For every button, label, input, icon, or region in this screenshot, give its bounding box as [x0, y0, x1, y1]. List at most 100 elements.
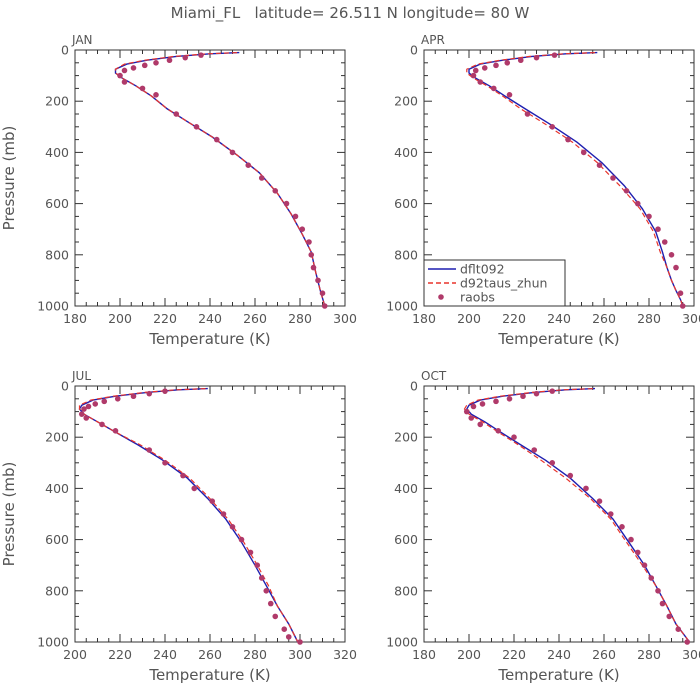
series-d92taus-zhun [78, 388, 299, 643]
x-tick-label: 180 [412, 647, 436, 662]
data-point [677, 290, 684, 297]
y-tick-label: 600 [394, 532, 418, 547]
data-point [272, 188, 279, 194]
data-point [319, 290, 326, 297]
data-point [146, 390, 153, 397]
series-d92taus-zhun [466, 52, 684, 307]
data-point [117, 72, 123, 79]
data-point [166, 57, 173, 64]
data-point [684, 639, 691, 645]
y-tick-label: 600 [45, 532, 69, 547]
series-line [465, 387, 691, 643]
panel-label: JAN [71, 33, 93, 47]
data-point [634, 200, 641, 207]
data-point [506, 92, 513, 98]
plot-frame [423, 385, 695, 643]
data-point [306, 239, 312, 245]
data-point [258, 175, 265, 181]
x-tick-label: 260 [592, 647, 616, 662]
data-point [641, 562, 648, 568]
data-point [299, 226, 306, 232]
data-point [565, 136, 571, 143]
panel-jul: 200 220 240 260 280 300 320 0 200 400 600 800 1000 JU… [0, 369, 357, 684]
data-point [83, 415, 90, 421]
y-tick-label: 0 [61, 379, 69, 394]
data-point [607, 511, 614, 517]
x-tick-label: 200 [63, 647, 87, 662]
data-point [524, 111, 531, 117]
y-tick-label: 0 [410, 43, 418, 58]
data-point [198, 52, 204, 58]
data-point [146, 447, 153, 453]
data-point [619, 524, 625, 530]
y-axis-label: Pressure (mb) [0, 462, 18, 567]
x-tick-label: 260 [198, 647, 222, 662]
data-point [623, 188, 630, 194]
series-raobs [78, 388, 303, 645]
data-point [112, 428, 119, 434]
data-point [468, 415, 475, 421]
data-point [220, 511, 227, 517]
data-point [130, 65, 137, 71]
data-point [267, 600, 274, 607]
data-point [493, 398, 499, 405]
data-point [511, 434, 517, 441]
data-point [495, 428, 502, 434]
x-tick-label: 300 [682, 647, 700, 662]
data-point [596, 498, 603, 505]
y-tick-label: 800 [45, 583, 69, 598]
x-tick-label: 260 [592, 311, 616, 326]
series-line [114, 52, 326, 307]
series-line [78, 387, 299, 643]
y-tick-label: 600 [394, 196, 418, 211]
series-line [78, 388, 299, 643]
panel-apr: 180 200 220 240 260 280 300 0 200 400 600 800 1000 AP… [386, 33, 700, 348]
data-point [121, 67, 128, 74]
series-dflt092 [465, 387, 691, 643]
data-point [281, 626, 288, 632]
data-point [655, 226, 661, 232]
data-point [549, 460, 556, 466]
data-point [263, 588, 270, 594]
data-point [114, 396, 121, 402]
data-point [292, 213, 299, 220]
data-point [101, 398, 108, 405]
data-point [479, 401, 486, 407]
data-point [463, 408, 470, 415]
data-point [92, 401, 99, 407]
series-d92taus-zhun [463, 388, 690, 643]
series-dflt092 [114, 51, 326, 307]
data-point [472, 67, 479, 74]
data-point [245, 162, 252, 168]
data-point [191, 485, 198, 492]
panel-oct: 180 200 220 240 260 280 300 0 200 400 600 800 1000 OC… [386, 369, 700, 684]
data-point [272, 613, 279, 620]
y-tick-label: 0 [410, 379, 418, 394]
series-d92taus-zhun [114, 52, 326, 307]
x-tick-label: 280 [288, 311, 312, 326]
data-point [247, 549, 254, 556]
data-point [182, 54, 189, 61]
data-point [297, 639, 303, 645]
x-tick-label: 280 [637, 647, 661, 662]
data-point [481, 65, 488, 71]
data-point [254, 562, 261, 568]
data-point [520, 393, 526, 400]
data-point [308, 252, 315, 258]
data-point [567, 472, 574, 479]
series-line [114, 51, 326, 307]
series-raobs [463, 388, 691, 645]
legend-entry: d92taus_zhun [428, 276, 547, 291]
legend-symbol [438, 294, 444, 300]
data-point [531, 447, 538, 453]
data-point [78, 411, 85, 417]
y-axis-label: Pressure (mb) [0, 126, 18, 231]
data-point [162, 388, 168, 394]
y-tick-label: 200 [394, 430, 418, 445]
data-point [504, 60, 511, 66]
y-tick-label: 800 [394, 583, 418, 598]
series-raobs [117, 52, 328, 309]
x-tick-label: 220 [108, 647, 132, 662]
data-point [470, 403, 477, 410]
